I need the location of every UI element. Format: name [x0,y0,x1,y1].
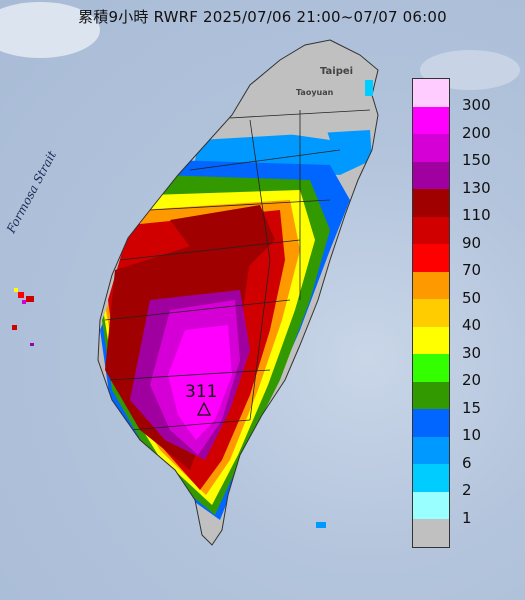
legend-swatch [413,189,449,217]
legend-tick-label: 6 [462,453,472,472]
legend-tick-label: 70 [462,261,482,279]
legend-swatch [413,244,449,272]
legend-swatch [413,79,449,107]
legend-tick-label: 10 [462,426,482,444]
cloud-patch [0,2,100,58]
legend-swatch [413,436,449,464]
legend-swatch [413,161,449,189]
legend-swatch [413,381,449,409]
legend-swatch [413,134,449,162]
legend-tick-label: 130 [462,178,491,197]
legend-tick-label: 40 [462,316,482,334]
place-label-taoyuan: Taoyuan [296,88,334,97]
coastal-rain-cell [365,80,373,96]
legend-swatch [413,326,449,354]
county-boundaries [104,109,371,431]
peak-rainfall-value: 311 [185,382,218,402]
legend-tick-label: 15 [462,398,482,417]
legend-swatch [413,464,449,492]
legend-swatch [413,299,449,327]
legend-tick-label: 110 [462,206,491,224]
rainfall-legend [412,78,450,548]
legend-tick-label: 1 [462,508,472,527]
penghu-rainfall [12,288,34,346]
legend-swatch [413,271,449,299]
offshore-rain-cell [316,522,326,528]
legend-tick-label: 90 [462,233,482,252]
legend-swatch [413,491,449,519]
taiwan-coastline [97,39,379,546]
place-label-taipei: Taipei [320,66,354,77]
legend-swatch [413,216,449,244]
legend-tick-label: 2 [462,481,472,499]
legend-tick-label: 50 [462,288,482,307]
legend-swatch [413,409,449,437]
map-title: 累積9小時 RWRF 2025/07/06 21:00~07/07 06:00 [78,8,447,26]
legend-tick-label: 200 [462,123,491,142]
legend-swatch [413,106,449,134]
legend-tick-label: 150 [462,151,491,169]
legend-tick-label: 20 [462,371,482,389]
legend-swatch [413,519,449,547]
triangle-icon [197,402,211,416]
legend-tick-label: 30 [462,343,482,362]
legend-tick-label: 300 [462,96,491,114]
legend-swatch [413,354,449,382]
